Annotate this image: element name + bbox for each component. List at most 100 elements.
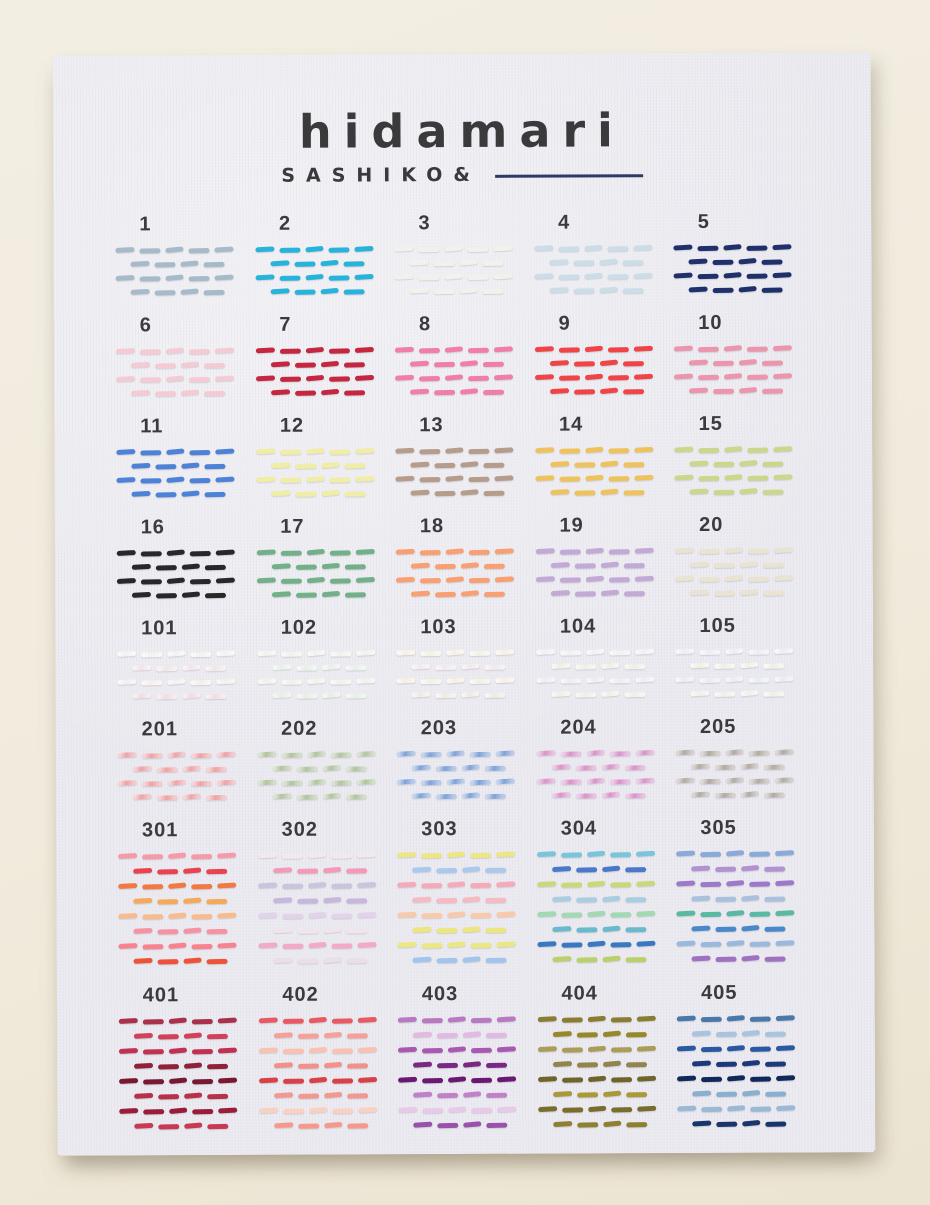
stitch-dash <box>610 1047 632 1053</box>
stitch-dash <box>142 1019 164 1025</box>
stitch-dash <box>308 1046 327 1054</box>
stitch-dash <box>346 1123 368 1129</box>
stitch-dash <box>608 476 630 482</box>
stitch-dash <box>634 474 654 481</box>
stitch-dash <box>748 677 770 683</box>
stitch-dash <box>255 476 276 483</box>
stitch-dash <box>183 897 202 905</box>
stitch-dash <box>468 375 490 382</box>
stitch-dash <box>140 450 162 456</box>
stitch-dash <box>204 390 226 397</box>
stitch-dash <box>585 575 604 583</box>
stitch-block <box>256 539 396 598</box>
stitch-dash <box>697 273 720 280</box>
stitch-dash <box>216 650 236 657</box>
stitch-dash <box>214 375 235 382</box>
stitch-row <box>257 785 397 800</box>
stitch-dash <box>725 648 744 655</box>
stitch-dash <box>495 750 515 757</box>
stitch-dash <box>330 853 352 859</box>
stitch-dash <box>776 1015 796 1022</box>
swatch-401: 401 <box>118 984 259 1131</box>
stitch-dash <box>689 359 709 366</box>
stitch-dash <box>764 956 787 962</box>
stitch-dash <box>496 1016 517 1023</box>
stitch-dash <box>117 650 137 658</box>
stitch-row <box>674 466 815 482</box>
stitch-block <box>257 741 397 800</box>
stitch-row <box>117 643 257 658</box>
stitch-row <box>256 555 396 570</box>
stitch-dash <box>156 694 178 700</box>
stitch-dash <box>190 780 212 787</box>
stitch-dash <box>206 958 228 965</box>
stitch-dash <box>714 590 736 597</box>
stitch-row <box>538 1083 678 1099</box>
stitch-dash <box>713 388 735 395</box>
stitch-dash <box>395 475 415 482</box>
stitch-dash <box>436 867 458 874</box>
stitch-dash <box>688 286 709 293</box>
stitch-dash <box>700 881 722 888</box>
stitch-dash <box>155 593 178 599</box>
stitch-row <box>674 365 814 381</box>
stitch-dash <box>181 591 201 599</box>
stitch-dash <box>279 449 301 455</box>
stitch-dash <box>765 1061 787 1067</box>
stitch-row <box>257 844 398 860</box>
stitch-dash <box>574 462 596 468</box>
stitch-dash <box>552 1031 572 1038</box>
stitch-row <box>395 280 535 295</box>
stitch-dash <box>585 648 605 656</box>
swatch-1: 1 <box>115 213 255 296</box>
stitch-dash <box>462 956 481 963</box>
stitch-dash <box>421 942 443 949</box>
stitch-dash <box>495 778 516 785</box>
stitch-dash <box>204 592 227 599</box>
stitch-dash <box>624 765 646 771</box>
stitch-dash <box>181 563 201 571</box>
stitch-dash <box>561 1047 583 1053</box>
stitch-dash <box>559 549 581 555</box>
swatch-number: 13 <box>419 414 444 437</box>
stitch-dash <box>395 576 416 583</box>
stitch-dash <box>395 447 415 454</box>
stitch-dash <box>258 1047 278 1054</box>
stitch-dash <box>608 650 631 656</box>
stitch-dash <box>576 897 598 903</box>
stitch-dash <box>634 547 654 554</box>
stitch-dash <box>343 390 365 396</box>
stitch-row <box>256 454 396 469</box>
stitch-dash <box>217 882 237 889</box>
stitch-dash <box>690 589 710 596</box>
stitch-dash <box>484 692 506 699</box>
stitch-dash <box>422 1077 444 1084</box>
swatch-16: 16 <box>116 516 257 599</box>
stitch-dash <box>761 259 783 265</box>
stitch-dash <box>421 882 443 889</box>
swatch-number: 102 <box>280 616 318 639</box>
stitch-dash <box>676 777 696 784</box>
stitch-dash <box>715 896 737 903</box>
stitch-dash <box>257 852 277 859</box>
stitch-dash <box>716 1121 738 1128</box>
stitch-dash <box>141 680 163 686</box>
stitch-dash <box>676 910 696 917</box>
stitch-dash <box>435 793 458 800</box>
stitch-dash <box>434 490 456 497</box>
stitch-dash <box>271 692 292 699</box>
stitch-dash <box>203 362 226 369</box>
stitch-dash <box>158 1124 180 1130</box>
stitch-dash <box>636 1015 656 1022</box>
stitch-block <box>116 540 257 599</box>
swatch-12: 12 <box>255 414 396 497</box>
stitch-dash <box>418 274 440 281</box>
swatch-number: 301 <box>141 819 179 842</box>
stitch-dash <box>469 751 491 758</box>
stitch-dash <box>204 463 226 470</box>
stitch-row <box>259 1054 399 1070</box>
stitch-dash <box>397 911 417 918</box>
stitch-block <box>256 640 397 699</box>
swatch-number: 6 <box>139 314 152 337</box>
stitch-dash <box>166 476 185 484</box>
